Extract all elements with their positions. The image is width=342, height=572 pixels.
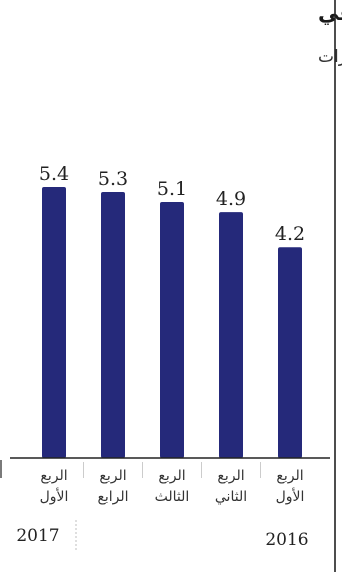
category-tick-label: الثالث [155, 489, 190, 505]
bar [160, 202, 184, 458]
category-ticks-layer: الربع الأول الربع الثاني الربع الثالث الربع الر… [40, 462, 305, 505]
category-tick-label: الربع [158, 468, 185, 484]
bar-value-label: 5.1 [157, 178, 187, 200]
bar [219, 212, 243, 458]
bar [42, 187, 66, 458]
category-tick-label: الربع [276, 468, 303, 484]
bar-value-label: 4.2 [275, 223, 305, 245]
bar [101, 192, 125, 458]
bar-value-label: 5.4 [39, 163, 69, 185]
bar [278, 247, 302, 458]
category-tick-label: الأول [40, 487, 69, 505]
year-label: 2017 [16, 526, 59, 546]
bar-value-label: 5.3 [98, 168, 128, 190]
value-labels-layer: 4.2 4.9 5.1 5.3 5.4 [39, 163, 305, 245]
bars-layer [42, 187, 302, 458]
category-tick-label: الرابع [97, 489, 128, 505]
year-label: 2016 [265, 530, 308, 550]
category-tick-label: الثاني [215, 489, 247, 505]
chart-title: الربح الصافي [318, 1, 342, 25]
category-tick-label: الربع [217, 468, 244, 484]
bar-value-label: 4.9 [216, 188, 246, 210]
category-tick-label: الربع [99, 468, 126, 484]
category-tick-label: الأول [276, 487, 305, 505]
category-tick-label: الربع [40, 468, 67, 484]
chart-subtitle: بمليارات الدولارات [318, 47, 342, 67]
year-labels-layer: 2016 2017 [16, 526, 308, 550]
